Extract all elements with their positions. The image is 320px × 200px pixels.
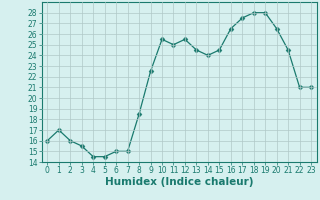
X-axis label: Humidex (Indice chaleur): Humidex (Indice chaleur) bbox=[105, 177, 253, 187]
